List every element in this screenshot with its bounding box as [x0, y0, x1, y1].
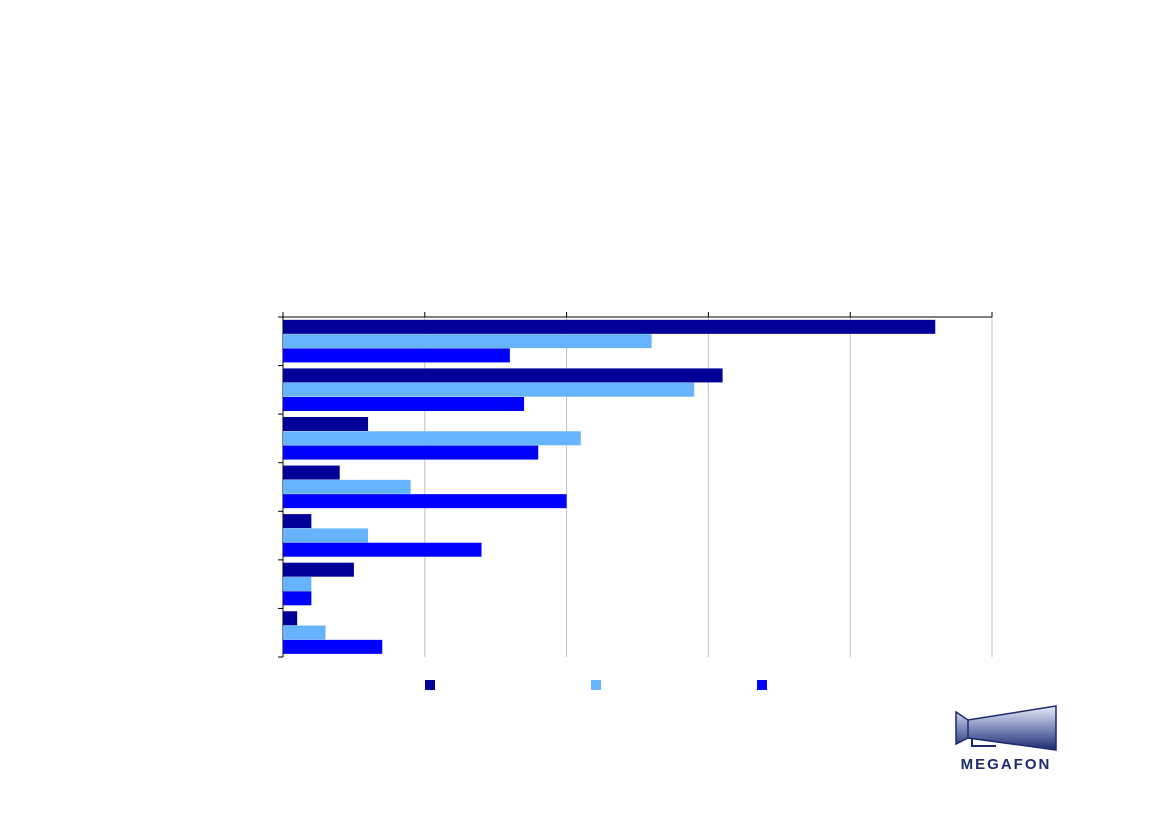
bar-series-2: [283, 479, 411, 494]
bar-series-3: [283, 494, 567, 509]
bar-series-3: [283, 542, 482, 557]
bar-series-2: [283, 576, 312, 591]
bar-series-1: [283, 611, 298, 626]
megaphone-icon: [955, 705, 1057, 751]
bar-series-1: [283, 416, 369, 431]
bar-series-1: [283, 368, 723, 383]
bar-series-2: [283, 625, 326, 640]
bar-series-1: [283, 514, 312, 529]
bar-series-3: [283, 397, 525, 412]
megafon-logo: MEGAFON: [948, 700, 1064, 780]
bar-series-2: [283, 334, 652, 349]
bar-series-1: [283, 562, 354, 577]
legend-marker-series-3: [757, 680, 767, 690]
legend-marker-series-1: [425, 680, 435, 690]
bar-series-2: [283, 431, 581, 446]
bar-series-3: [283, 445, 539, 460]
bar-series-3: [283, 591, 312, 606]
bar-series-1: [283, 465, 340, 480]
bar-series-2: [283, 382, 695, 397]
bar-series-2: [283, 528, 369, 543]
bar-series-1: [283, 319, 936, 334]
legend-marker-series-2: [591, 680, 601, 690]
bar-series-3: [283, 348, 510, 363]
bar-series-3: [283, 639, 383, 654]
logo-text: MEGAFON: [960, 756, 1052, 773]
